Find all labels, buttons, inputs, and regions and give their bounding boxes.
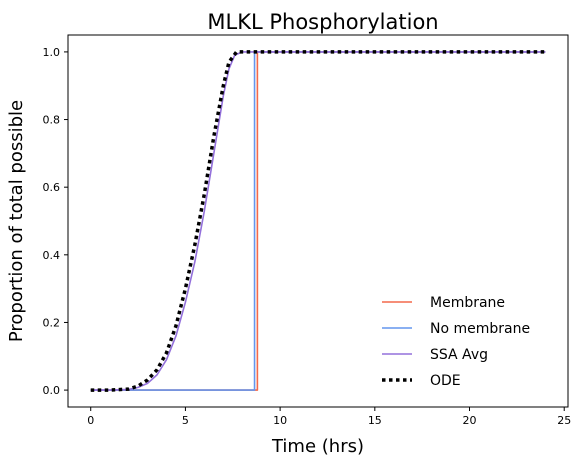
chart-title: MLKL Phosphorylation [207, 10, 438, 34]
series-line-ode [90, 50, 546, 392]
legend-label: Membrane [430, 295, 505, 311]
legend-label: No membrane [430, 321, 530, 337]
y-tick-label: 1.0 [43, 46, 61, 59]
x-tick-label: 25 [557, 414, 571, 427]
plot-area-frame [67, 34, 569, 408]
x-axis-title: Time (hrs) [271, 436, 364, 457]
y-tick-label: 0.2 [43, 316, 61, 329]
x-tick-label: 10 [273, 414, 287, 427]
y-axis-ticks: 0.0 0.2 0.4 0.6 0.8 1.0 [43, 46, 68, 397]
y-tick-label: 0.6 [43, 181, 61, 194]
y-axis-title: Proportion of total possible [6, 100, 27, 342]
y-tick-label: 0.0 [43, 384, 61, 397]
legend-label: SSA Avg [430, 347, 488, 363]
legend: Membrane No membrane SSA Avg ODE [382, 295, 530, 389]
y-tick-label: 0.8 [43, 114, 61, 127]
legend-label: ODE [430, 373, 461, 389]
x-tick-label: 5 [182, 414, 189, 427]
series-layer [90, 50, 546, 392]
x-tick-label: 20 [463, 414, 477, 427]
x-tick-label: 15 [368, 414, 382, 427]
x-axis-ticks: 0 5 10 15 20 25 [87, 407, 571, 427]
x-tick-label: 0 [87, 414, 94, 427]
y-tick-label: 0.4 [43, 249, 61, 262]
